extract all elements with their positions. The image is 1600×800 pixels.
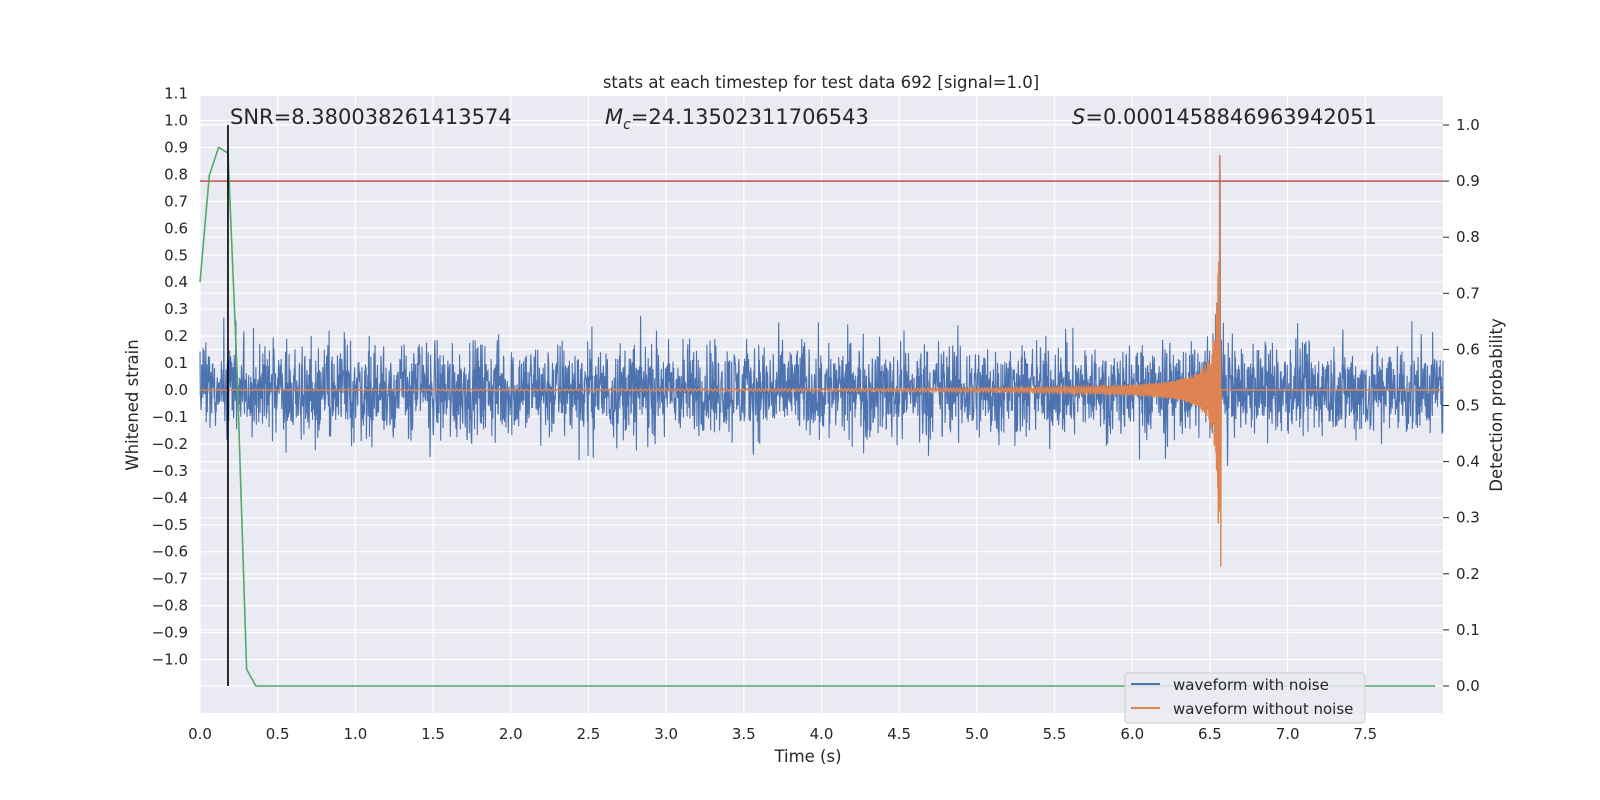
x-tick-label: 3.5 [732,725,756,743]
legend-box [1124,672,1366,724]
ticks: 0.0 0.5 1.0 1.5 2.0 2.5 3.0 3.5 4.0 4.5 5.0 5.5 6.0 6… [152,85,1480,743]
y-left-tick-label: −0.6 [152,543,188,561]
x-tick-label: 0.0 [188,725,212,743]
y-left-tick-label: 1.0 [164,112,188,130]
y-left-tick-label: 0.6 [164,219,188,237]
y-left-tick-label: 1.1 [164,85,188,103]
y-left-tick-label: 0.9 [164,138,188,156]
x-tick-label: 4.0 [810,725,834,743]
legend-label-clean: waveform without noise [1173,700,1353,718]
y-left-tick-label: 0.0 [164,381,188,399]
y-left-tick-label: 0.5 [164,246,188,264]
snr-annotation: SNR=8.380038261413574 [230,105,512,129]
y-right-tick-label: 0.1 [1456,621,1480,639]
y-left-tick-label: −0.4 [152,489,188,507]
legend-label-noise: waveform with noise [1173,676,1329,694]
y-left-tick-label: 0.4 [164,273,188,291]
y-left-tick-label: −1.0 [152,651,188,669]
y-left-tick-label: 0.2 [164,327,188,345]
series-detection-probability [199,146,1436,687]
chart-title: stats at each timestep for test data 692… [603,73,1039,92]
y-left-tick-label: 0.3 [164,300,188,318]
series-layer [199,125,1444,687]
x-tick-label: 7.0 [1276,725,1300,743]
series-waveform-without-noise [199,154,1443,567]
y-right-tick-label: 0.6 [1456,340,1480,358]
x-tick-label: 1.5 [421,725,445,743]
y-left-tick-label: −0.8 [152,597,188,615]
y-right-tick-label: 0.0 [1456,677,1480,695]
legend: waveform with noise waveform without noi… [1124,672,1366,724]
x-tick-label: 4.5 [887,725,911,743]
x-tick-label: 5.0 [965,725,989,743]
chirp-mass-annotation: Mc=24.13502311706543 [605,105,869,133]
y-right-tick-label: 0.4 [1456,453,1480,471]
y-right-tick-label: 0.2 [1456,565,1480,583]
y-left-tick-label: −0.5 [152,516,188,534]
y-right-tick-label: 0.8 [1456,228,1480,246]
y-right-tick-label: 0.5 [1456,397,1480,415]
y-right-tick-label: 1.0 [1456,116,1480,134]
y-left-tick-label: −0.7 [152,570,188,588]
s-annotation: S=0.0001458846963942051 [1072,105,1377,129]
y-left-tick-label: −0.1 [152,408,188,426]
y-left-tick-label: 0.8 [164,165,188,183]
y-axis-label-left: Whitened strain [123,339,142,470]
x-tick-label: 1.0 [343,725,367,743]
x-axis-label: Time (s) [773,747,841,766]
y-right-tick-label: 0.3 [1456,509,1480,527]
x-tick-label: 2.0 [499,725,523,743]
y-left-tick-label: 0.1 [164,354,188,372]
y-left-tick-label: 0.7 [164,192,188,210]
y-right-tick-label: 0.7 [1456,284,1480,302]
y-right-tick-label: 0.9 [1456,172,1480,190]
y-left-tick-label: −0.2 [152,435,188,453]
x-tick-label: 3.0 [654,725,678,743]
x-tick-label: 7.5 [1353,725,1377,743]
series-waveform-with-noise [199,156,1444,466]
x-tick-label: 5.5 [1043,725,1067,743]
x-tick-label: 0.5 [266,725,290,743]
x-tick-label: 2.5 [577,725,601,743]
y-axis-label-right: Detection probability [1487,318,1506,492]
x-tick-label: 6.5 [1198,725,1222,743]
x-tick-label: 6.0 [1120,725,1144,743]
y-left-tick-label: −0.9 [152,624,188,642]
y-left-tick-label: −0.3 [152,462,188,480]
